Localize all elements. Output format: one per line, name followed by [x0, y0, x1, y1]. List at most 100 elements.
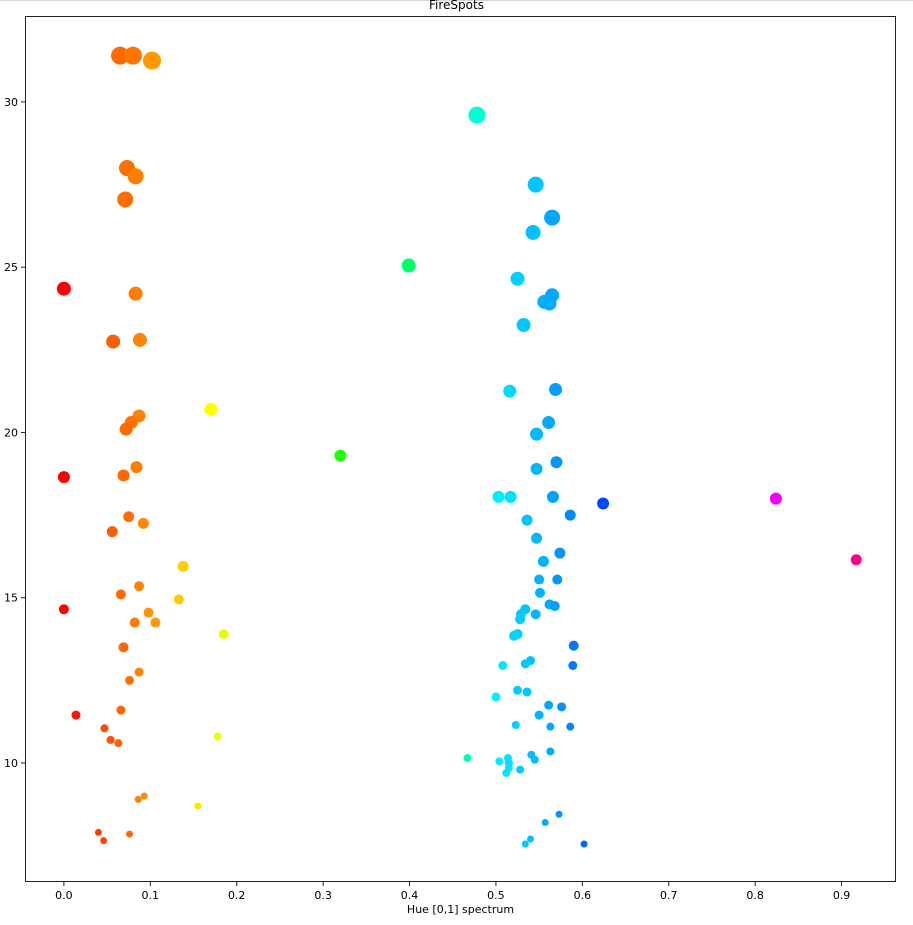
data-point	[597, 497, 610, 510]
data-point	[502, 768, 511, 777]
data-point	[468, 106, 486, 124]
x-tick-label: 0.2	[228, 889, 246, 902]
data-point	[527, 176, 544, 193]
data-point	[521, 840, 529, 848]
data-point	[218, 629, 229, 640]
x-tick-label: 0.0	[55, 889, 73, 902]
data-point	[546, 722, 555, 731]
y-tick-label: 25	[4, 261, 18, 274]
data-point	[213, 732, 222, 741]
data-point	[549, 601, 560, 612]
data-point	[769, 492, 782, 505]
y-tick-label: 20	[4, 426, 18, 439]
data-point	[140, 792, 148, 800]
data-point	[568, 640, 579, 651]
data-point	[542, 416, 556, 430]
x-tick-label: 0.3	[314, 889, 332, 902]
data-point	[516, 765, 525, 774]
data-point	[534, 574, 545, 585]
data-point	[118, 642, 129, 653]
data-point	[546, 490, 559, 503]
data-point	[566, 722, 575, 731]
data-point	[568, 661, 578, 670]
data-point	[526, 835, 534, 843]
data-point	[194, 802, 202, 810]
data-point	[128, 286, 143, 301]
data-point	[541, 819, 549, 827]
data-point	[509, 630, 520, 641]
data-point	[56, 281, 71, 296]
data-point	[492, 490, 505, 503]
data-point	[557, 702, 567, 712]
data-point	[530, 755, 539, 764]
data-point	[143, 607, 154, 618]
window-top-border	[0, 0, 913, 1]
data-point	[491, 692, 501, 702]
data-point	[537, 555, 549, 567]
data-point	[100, 837, 108, 845]
data-point	[546, 747, 555, 756]
chart-title: FireSpots	[429, 0, 484, 12]
x-axis-label: Hue [0,1] spectrum	[406, 903, 515, 916]
data-point	[137, 517, 149, 529]
data-point	[542, 296, 557, 311]
data-point	[106, 735, 115, 744]
x-tick-label: 0.8	[746, 889, 764, 902]
data-point	[129, 617, 140, 628]
data-point	[522, 687, 532, 697]
plot-frame	[25, 16, 896, 882]
data-point	[116, 705, 126, 715]
data-point	[134, 581, 145, 592]
data-point	[531, 532, 543, 544]
data-point	[204, 402, 218, 416]
x-tick-label: 0.9	[833, 889, 851, 902]
data-point	[513, 685, 523, 695]
data-point	[520, 659, 530, 669]
scatter-points	[56, 46, 862, 848]
y-tick-label: 10	[4, 757, 18, 770]
data-point	[580, 840, 588, 848]
y-tick-label: 15	[4, 592, 18, 605]
data-point	[550, 456, 563, 469]
data-point	[503, 384, 517, 398]
data-point	[117, 191, 134, 208]
data-point	[510, 271, 525, 286]
data-point	[511, 720, 520, 729]
data-point	[125, 675, 135, 685]
data-point	[134, 795, 142, 803]
data-point	[516, 318, 531, 333]
data-point	[130, 461, 143, 474]
data-point	[534, 710, 544, 720]
data-point	[554, 547, 566, 559]
data-point	[123, 511, 135, 523]
data-point	[549, 383, 563, 397]
data-point	[401, 258, 416, 273]
data-point	[534, 587, 545, 598]
data-point	[106, 526, 118, 538]
data-point	[58, 604, 69, 615]
data-point	[525, 225, 541, 240]
data-point	[117, 469, 130, 482]
data-point	[119, 422, 133, 436]
data-point	[177, 560, 189, 572]
data-point	[552, 574, 563, 585]
data-point	[100, 724, 109, 733]
y-tick-label: 30	[4, 96, 18, 109]
data-point	[127, 168, 144, 185]
data-point	[564, 509, 576, 521]
data-point	[530, 462, 543, 475]
data-point	[504, 490, 517, 503]
data-point	[150, 617, 161, 628]
x-tick-label: 0.5	[487, 889, 505, 902]
data-point	[544, 209, 561, 226]
data-point	[555, 810, 563, 818]
data-point	[334, 449, 347, 462]
x-tick-label: 0.1	[142, 889, 160, 902]
data-point	[515, 614, 526, 625]
axis-ticks: 0.0 0.1 0.2 0.3 0.4 0.5 0.6 0.7 0.8 0.9 10 15 20 25 30	[4, 96, 850, 902]
data-point	[124, 46, 143, 65]
data-point	[530, 427, 544, 441]
data-point	[143, 51, 162, 70]
x-tick-label: 0.6	[574, 889, 592, 902]
